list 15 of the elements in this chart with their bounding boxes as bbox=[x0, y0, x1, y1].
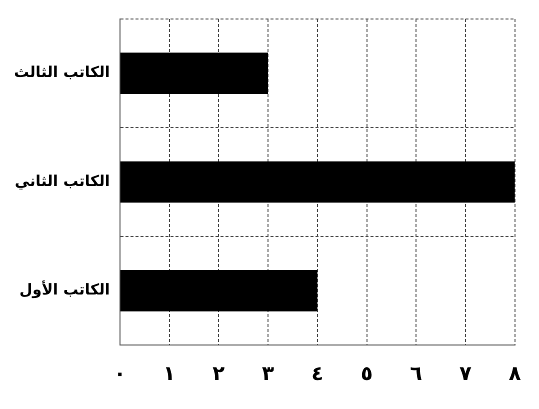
x-tick-label: ٦ bbox=[410, 361, 422, 386]
x-tick-label: ٠ bbox=[114, 361, 126, 386]
x-tick-label: ٧ bbox=[459, 361, 472, 386]
x-tick-label: ٨ bbox=[508, 361, 522, 386]
y-tick-label: الكاتب الثاني bbox=[14, 172, 110, 190]
x-tick-label: ٢ bbox=[212, 361, 225, 386]
x-tick-label: ١ bbox=[163, 361, 176, 386]
x-tick-label: ٤ bbox=[311, 361, 324, 386]
x-tick-label: ٥ bbox=[360, 361, 373, 386]
bar bbox=[120, 161, 515, 203]
y-tick-label: الكاتب الثالث bbox=[14, 63, 110, 82]
y-tick-label: الكاتب الأول bbox=[19, 280, 110, 299]
bar bbox=[120, 52, 268, 94]
bar bbox=[120, 270, 318, 312]
x-tick-label: ٣ bbox=[262, 361, 274, 386]
